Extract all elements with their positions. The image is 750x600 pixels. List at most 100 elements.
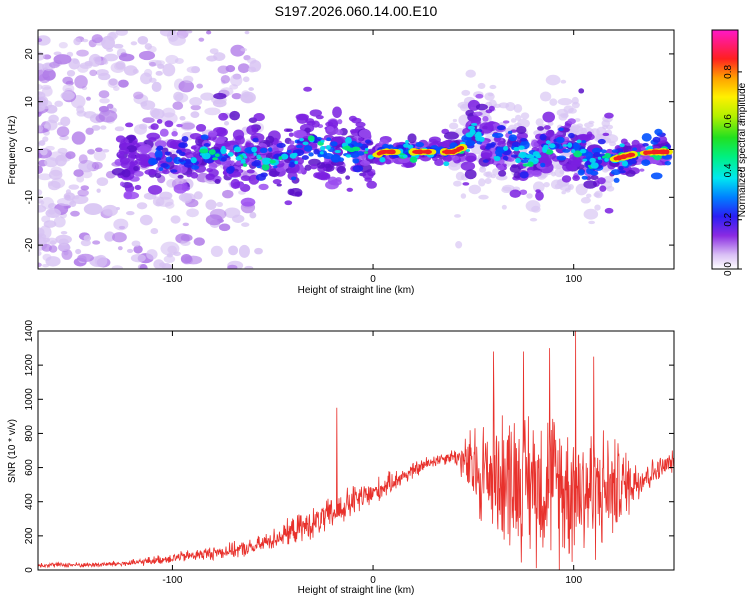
heatmap-core-blob <box>619 170 626 174</box>
heatmap-band-blob <box>315 171 329 180</box>
heatmap-core-blob <box>626 159 637 165</box>
heatmap-faint-blob <box>149 61 157 67</box>
heatmap-core-blob <box>183 161 194 168</box>
heatmap-hot-blob <box>367 154 374 160</box>
heatmap-faint-blob <box>254 247 263 255</box>
heatmap-band-blob <box>171 130 178 137</box>
heatmap-band-blob <box>309 109 322 117</box>
heatmap-faint-blob <box>86 96 91 101</box>
heatmap-core-blob <box>482 159 489 163</box>
heatmap-band-blob <box>189 133 202 140</box>
heatmap-faint-blob <box>58 238 69 246</box>
heatmap-faint-blob <box>130 253 146 263</box>
heatmap-faint-blob <box>38 140 46 146</box>
heatmap-faint-blob <box>155 60 166 66</box>
heatmap-faint-blob <box>179 115 186 121</box>
heatmap-band-blob <box>543 125 551 130</box>
heatmap-band-blob <box>316 162 326 169</box>
heatmap-faint-blob <box>180 253 192 264</box>
heatmap-faint-blob <box>104 53 119 62</box>
heatmap-faint-blob <box>93 150 106 162</box>
heatmap-core-blob <box>491 132 504 138</box>
snr-background <box>38 331 674 570</box>
heatmap-band-blob <box>364 177 373 182</box>
heatmap-faint-blob <box>583 122 594 128</box>
heatmap-faint-blob <box>237 63 250 74</box>
heatmap-faint-blob <box>144 43 153 50</box>
heatmap-hot-blob <box>278 156 283 161</box>
heatmap-faint-blob <box>81 38 89 43</box>
spectrogram-y-tick-label: 0 <box>24 146 35 152</box>
heatmap-faint-blob <box>98 109 118 123</box>
heatmap-band-blob <box>208 162 218 170</box>
heatmap-faint-blob <box>218 223 231 232</box>
heatmap-hot-blob <box>467 125 476 130</box>
snr-x-tick-label: -100 <box>162 575 182 586</box>
heatmap-hot-blob <box>233 146 242 153</box>
heatmap-band-blob <box>162 169 170 175</box>
heatmap-hot-blob <box>227 152 234 157</box>
heatmap-faint-blob <box>130 41 138 46</box>
heatmap-hot-blob <box>527 161 534 167</box>
heatmap-band-blob <box>625 169 636 177</box>
heatmap-faint-blob <box>38 250 42 256</box>
heatmap-faint-blob <box>206 55 218 62</box>
heatmap-core-blob <box>520 159 529 164</box>
heatmap-band-blob <box>213 92 227 100</box>
heatmap-band-blob <box>658 135 668 144</box>
heatmap-band-blob <box>173 183 188 194</box>
heatmap-core-blob <box>181 136 189 143</box>
heatmap-faint-blob <box>140 72 153 85</box>
heatmap-hot-blob <box>590 162 599 169</box>
heatmap-band-blob <box>516 125 527 134</box>
heatmap-faint-blob <box>492 168 500 176</box>
heatmap-faint-blob <box>594 190 603 199</box>
spectrogram-y-label: Frequency (Hz) <box>7 116 18 185</box>
heatmap-faint-blob <box>559 183 572 192</box>
heatmap-faint-blob <box>452 118 458 123</box>
spectrogram-x-tick-label: 0 <box>370 274 376 285</box>
heatmap-core-blob <box>618 165 624 171</box>
heatmap-core-blob <box>641 159 651 167</box>
heatmap-band-blob <box>121 168 131 178</box>
heatmap-core-blob <box>568 132 575 139</box>
heatmap-hot-blob <box>325 145 331 150</box>
heatmap-faint-blob <box>110 62 126 73</box>
heatmap-band-blob <box>482 116 489 122</box>
heatmap-band-blob <box>218 112 229 121</box>
heatmap-core-blob <box>581 175 588 180</box>
heatmap-core-blob <box>597 138 606 145</box>
heatmap-strong-core <box>427 150 432 154</box>
heatmap-band-blob <box>449 155 460 161</box>
heatmap-core-blob <box>632 147 637 151</box>
heatmap-band-blob <box>127 153 136 162</box>
heatmap-core-blob <box>352 165 364 173</box>
heatmap-strong-core <box>664 149 670 155</box>
heatmap-faint-blob <box>532 181 545 193</box>
heatmap-band-blob <box>310 164 318 170</box>
heatmap-faint-blob <box>478 194 489 200</box>
heatmap-strong-core <box>628 152 636 157</box>
heatmap-faint-blob <box>240 47 248 52</box>
heatmap-hot-blob <box>405 140 409 144</box>
heatmap-faint-blob <box>455 240 463 249</box>
heatmap-hot-blob <box>503 145 509 151</box>
heatmap-band-blob <box>134 170 144 177</box>
heatmap-faint-blob <box>131 240 141 247</box>
heatmap-faint-blob <box>103 59 109 65</box>
heatmap-faint-blob <box>180 234 193 242</box>
heatmap-faint-blob <box>588 220 596 225</box>
heatmap-core-blob <box>178 142 186 148</box>
heatmap-faint-blob <box>182 222 189 227</box>
heatmap-hot-blob <box>573 150 583 158</box>
heatmap-faint-blob <box>92 240 101 245</box>
heatmap-hot-blob <box>471 122 478 126</box>
heatmap-faint-blob <box>241 222 250 227</box>
heatmap-hot-blob <box>320 139 325 143</box>
heatmap-faint-blob <box>70 210 80 217</box>
heatmap-faint-blob <box>47 180 54 186</box>
heatmap-faint-blob <box>609 141 617 147</box>
heatmap-band-blob <box>190 146 197 150</box>
heatmap-faint-blob <box>38 189 43 196</box>
heatmap-band-blob <box>604 112 614 119</box>
